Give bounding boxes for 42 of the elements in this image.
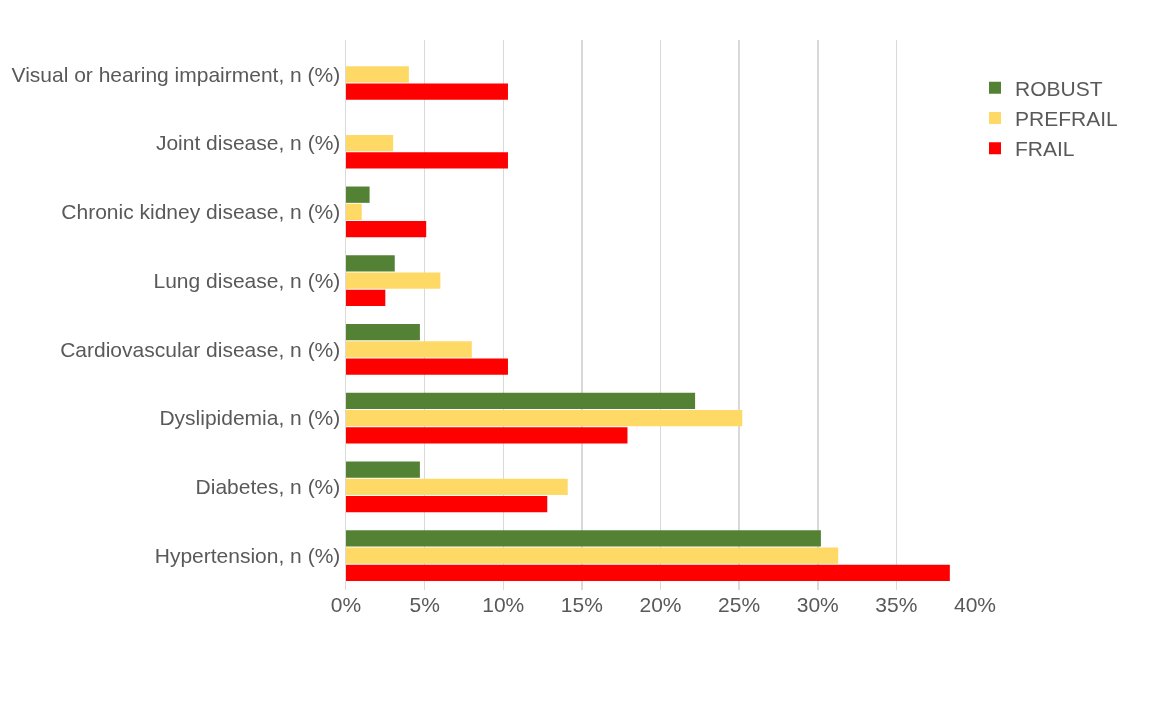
- y-tick-label: Lung disease, n (%): [153, 268, 341, 292]
- bar: [346, 289, 386, 306]
- legend-label: ROBUST: [1015, 76, 1103, 100]
- x-tick-label: 20%: [639, 593, 682, 616]
- bar: [346, 358, 508, 375]
- bar: [346, 547, 839, 564]
- y-tick-label: Hypertension, n (%): [154, 543, 341, 567]
- x-tick-label: 30%: [796, 593, 839, 616]
- bar: [346, 83, 508, 100]
- x-tick-label: 15%: [560, 593, 603, 616]
- bar: [346, 392, 696, 410]
- bar: [346, 427, 628, 444]
- bar: [346, 341, 472, 358]
- bar: [346, 220, 427, 238]
- y-tick-label: Diabetes, n (%): [195, 475, 341, 499]
- x-tick-label: 5%: [409, 593, 440, 616]
- bar: [346, 255, 395, 272]
- bar: [346, 409, 743, 427]
- bar: [346, 203, 362, 221]
- bar: [346, 152, 508, 169]
- bar: [346, 186, 370, 203]
- x-tick-label: 0%: [330, 593, 362, 616]
- y-tick-label: Visual or hearing impairment, n (%): [11, 62, 341, 86]
- x-tick-label: 10%: [482, 593, 525, 616]
- bar: [346, 478, 568, 496]
- legend-label: FRAIL: [1015, 137, 1075, 161]
- bar: [346, 461, 420, 478]
- x-tick-label: 40%: [953, 593, 997, 616]
- bar: [346, 66, 409, 83]
- x-tick-label: 35%: [875, 593, 918, 616]
- bar: [346, 324, 420, 341]
- bar: [346, 530, 821, 547]
- bar: [346, 134, 394, 152]
- x-tick-label: 25%: [718, 593, 761, 616]
- bar: [346, 564, 950, 581]
- legend-label: PREFRAIL: [1015, 107, 1118, 131]
- y-tick-label: Chronic kidney disease, n (%): [61, 200, 341, 224]
- y-tick-label: Cardiovascular disease, n (%): [60, 337, 341, 361]
- bar: [346, 272, 441, 289]
- y-tick-label: Joint disease, n (%): [155, 131, 341, 155]
- bar: [346, 495, 548, 513]
- y-tick-label: Dyslipidemia, n (%): [159, 406, 341, 430]
